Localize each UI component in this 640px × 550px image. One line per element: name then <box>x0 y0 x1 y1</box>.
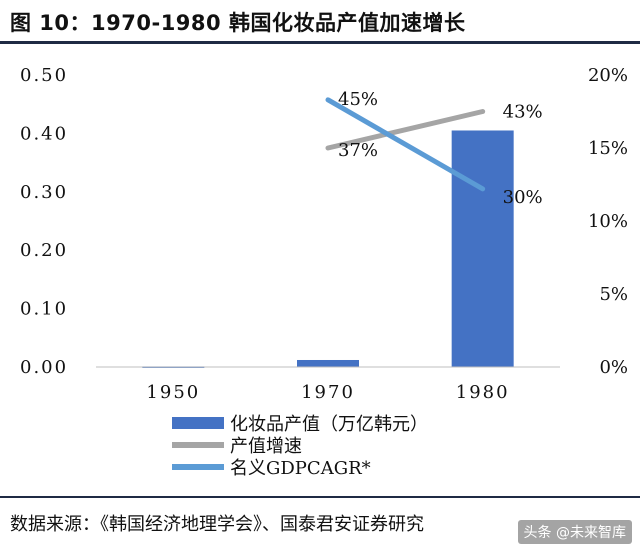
bar <box>297 359 359 367</box>
y-left-tick-label: 0.30 <box>20 182 68 203</box>
x-tick-label: 1980 <box>456 382 510 403</box>
data-label: 30% <box>503 187 543 208</box>
y-left-tick-label: 0.20 <box>20 240 68 261</box>
data-label: 37% <box>338 140 378 161</box>
source-text: 数据来源：《韩国经济地理学会》、国泰君安证券研究 <box>10 514 424 535</box>
data-label: 43% <box>503 102 543 123</box>
y-right-tick-label: 15% <box>588 138 628 159</box>
x-tick-label: 1970 <box>301 382 355 403</box>
y-right-tick-label: 10% <box>588 211 628 232</box>
x-tick-label: 1950 <box>146 382 200 403</box>
legend-swatch <box>172 417 224 429</box>
figure-title: 图 10：1970-1980 韩国化妆品产值加速增长 <box>10 11 466 35</box>
figure-title-bar: 图 10：1970-1980 韩国化妆品产值加速增长 <box>0 0 640 44</box>
chart: 0.00 0.10 0.20 0.30 0.40 0.50 0% 5% 10% 15% 20% 195… <box>20 65 628 479</box>
y-right-tick-label: 5% <box>599 284 628 305</box>
watermark: 头条 @未来智库 <box>517 520 632 544</box>
legend-label: 产值增速 <box>230 436 302 457</box>
bar <box>451 130 514 367</box>
legend-label: 名义GDPCAGR* <box>230 458 371 479</box>
y-left-tick-label: 0.00 <box>20 357 68 378</box>
data-label: 45% <box>338 89 378 110</box>
series-line <box>325 109 486 151</box>
y-right-tick-label: 0% <box>599 357 628 378</box>
y-left-tick-label: 0.50 <box>20 65 68 86</box>
source-bar: 数据来源：《韩国经济地理学会》、国泰君安证券研究 头条 @未来智库 <box>0 496 640 550</box>
y-left-tick-label: 0.10 <box>20 299 68 320</box>
y-right-tick-label: 20% <box>588 65 628 86</box>
series-line <box>325 97 486 192</box>
y-left-tick-label: 0.40 <box>20 123 68 144</box>
legend-label: 化妆品产值（万亿韩元） <box>230 414 428 435</box>
